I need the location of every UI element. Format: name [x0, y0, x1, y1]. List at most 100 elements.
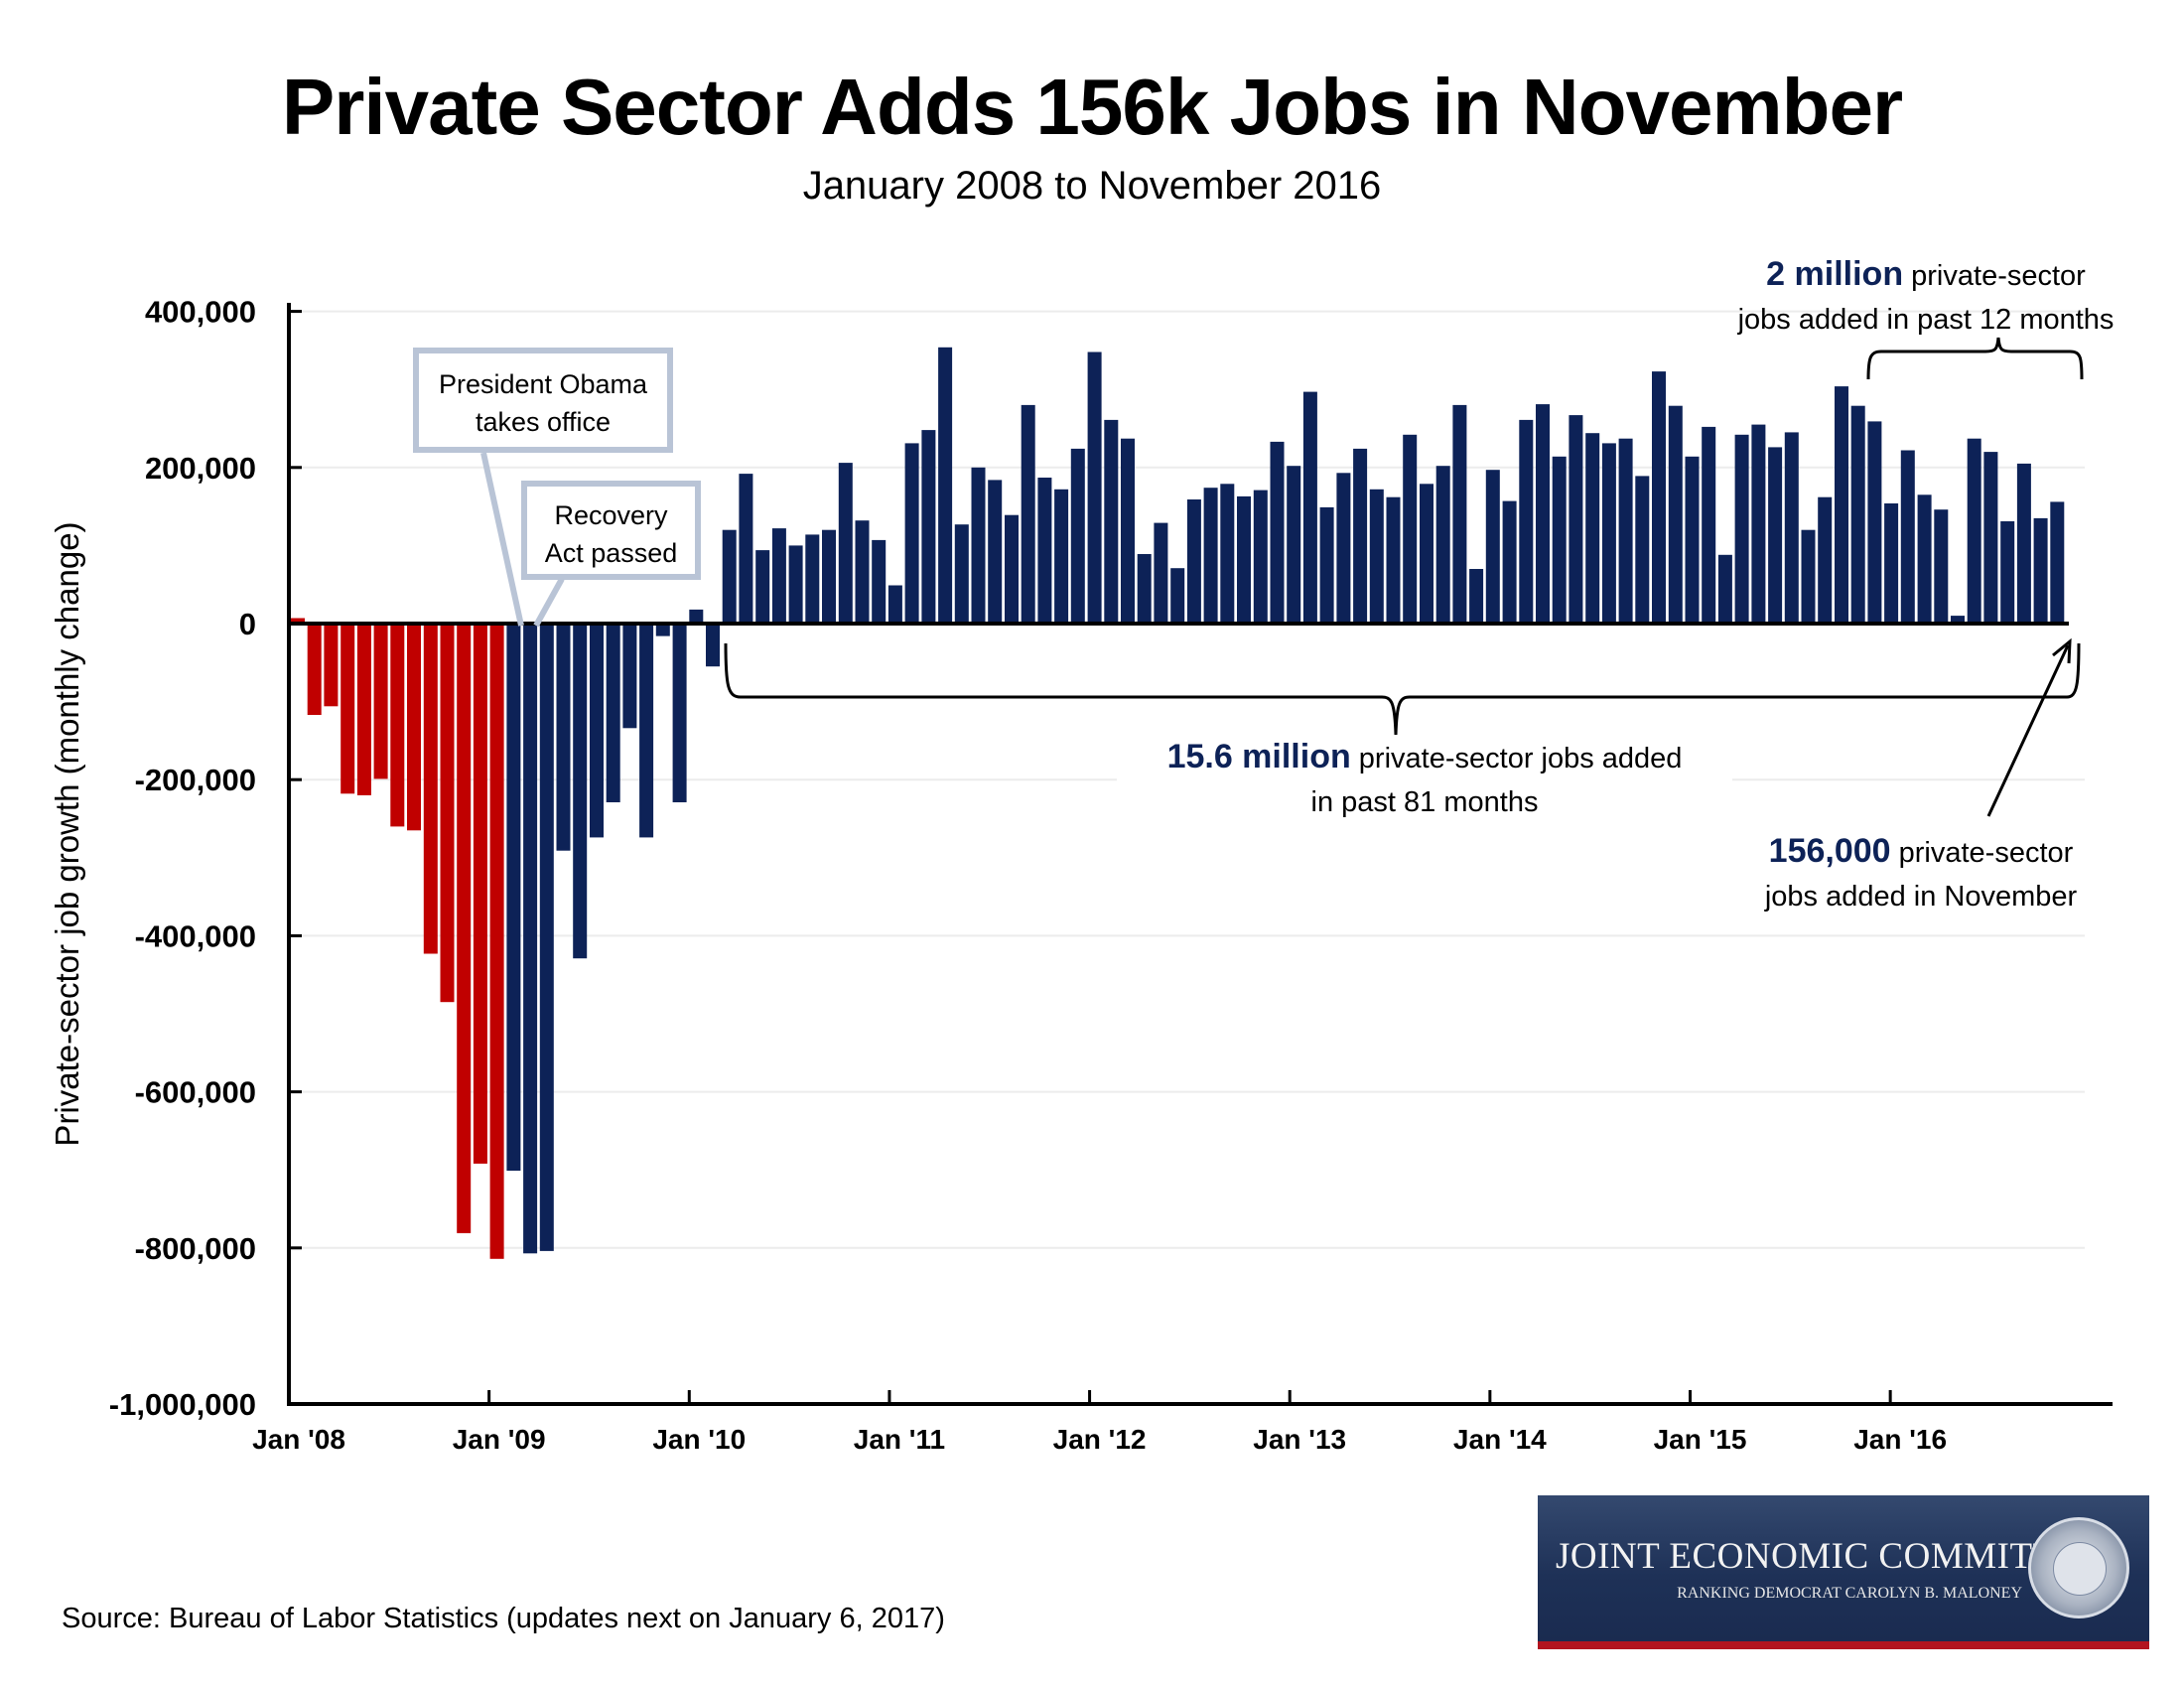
- obama-callout: President Obama takes office: [413, 348, 673, 453]
- bar: [1353, 448, 1368, 624]
- twelve-month-annotation: 2 million private-sector jobs added in p…: [1722, 252, 2129, 342]
- bar: [1917, 494, 1932, 624]
- bar: [1137, 554, 1152, 624]
- x-tick-label: Jan '12: [1053, 1424, 1147, 1455]
- bar: [1951, 616, 1965, 624]
- bar: [1104, 419, 1119, 624]
- bar: [1835, 386, 1848, 624]
- bar: [1170, 568, 1185, 624]
- bar: [373, 624, 388, 779]
- x-tick-label: Jan '11: [854, 1424, 945, 1455]
- chart-subtitle: January 2008 to November 2016: [802, 164, 1382, 208]
- twelve-month-brace: [1866, 337, 2084, 380]
- eighty-one-month-highlight: 15.6 million: [1166, 738, 1351, 775]
- callout-leader-lines: [480, 452, 565, 628]
- eighty-one-month-text: private-sector jobs added: [1350, 743, 1683, 774]
- bar: [573, 624, 588, 959]
- bar: [1154, 522, 1168, 624]
- bar: [1569, 415, 1583, 624]
- x-tick-label: Jan '09: [453, 1424, 546, 1455]
- bar: [2000, 521, 2015, 624]
- bar: [988, 480, 1003, 624]
- november-text: private-sector: [1890, 837, 2074, 869]
- y-tick-label: -600,000: [135, 1075, 256, 1110]
- bar: [1668, 405, 1683, 624]
- bar: [1884, 503, 1899, 624]
- bar: [1469, 569, 1484, 624]
- bar: [1967, 438, 1981, 624]
- bar: [341, 624, 355, 794]
- x-tick-labels: Jan '08 Jan '09 Jan '10 Jan '11 Jan '12 Jan '…: [252, 1424, 1947, 1455]
- bar: [1386, 496, 1401, 624]
- bar: [2033, 517, 2048, 624]
- bar: [622, 624, 637, 729]
- bar: [904, 443, 919, 624]
- bar: [457, 624, 472, 1233]
- bar: [1818, 496, 1833, 624]
- bar: [407, 624, 421, 831]
- bar: [2016, 463, 2031, 624]
- bar: [921, 430, 936, 624]
- november-line2: jobs added in November: [1764, 881, 2078, 913]
- bar: [1850, 405, 1865, 624]
- bar: [1519, 419, 1534, 624]
- bar: [390, 624, 405, 827]
- bar: [1270, 441, 1285, 624]
- bar: [506, 624, 521, 1171]
- bar: [838, 463, 853, 624]
- bar: [655, 624, 670, 636]
- bar: [1021, 404, 1035, 624]
- bar: [1751, 424, 1766, 624]
- twelve-month-highlight: 2 million: [1766, 255, 1904, 293]
- y-tick-labels: 400,000 200,000 0 -200,000 -400,000 -600,000 -…: [109, 295, 256, 1422]
- november-highlight: 156,000: [1768, 832, 1891, 870]
- bar: [1983, 452, 1998, 624]
- y-tick-label: -400,000: [135, 918, 256, 953]
- source-note: Source: Bureau of Labor Statistics (upda…: [62, 1603, 945, 1634]
- y-tick-label: -200,000: [135, 763, 256, 797]
- bar: [1319, 506, 1334, 624]
- bar: [1037, 478, 1052, 624]
- bar: [1054, 489, 1069, 624]
- bar: [1420, 484, 1433, 624]
- y-tick-label: -800,000: [135, 1231, 256, 1266]
- bar: [1485, 470, 1500, 624]
- bar: [639, 624, 654, 838]
- bar: [1186, 499, 1201, 624]
- obama-callout-line1: President Obama: [438, 369, 648, 399]
- eighty-one-month-brace: [724, 642, 2081, 736]
- chart-title: Private Sector Adds 156k Jobs in Novembe…: [281, 63, 1903, 151]
- bar: [1369, 489, 1384, 624]
- y-tick-label: 200,000: [145, 451, 256, 486]
- bar: [291, 618, 305, 624]
- bar: [324, 624, 339, 707]
- x-tick-label: Jan '16: [1853, 1424, 1947, 1455]
- bar: [1900, 450, 1915, 624]
- obama-callout-line2: takes office: [475, 407, 612, 437]
- bar: [755, 550, 770, 624]
- bar: [1302, 391, 1317, 624]
- bars: [291, 347, 2065, 1259]
- axes: [287, 303, 2113, 1406]
- bar: [722, 529, 737, 624]
- bar: [539, 624, 554, 1251]
- congress-seal-icon: [2028, 1517, 2129, 1618]
- bar: [1253, 490, 1268, 624]
- bar: [971, 467, 986, 624]
- bar: [1801, 529, 1816, 624]
- bar: [1685, 456, 1700, 624]
- bar: [1452, 404, 1467, 624]
- bar: [1087, 352, 1102, 624]
- bar: [706, 624, 720, 667]
- bar: [590, 624, 604, 838]
- bar: [356, 624, 371, 795]
- bar: [1618, 438, 1633, 624]
- november-arrow: [1986, 637, 2072, 817]
- bar: [1287, 466, 1301, 624]
- y-tick-label: 400,000: [145, 295, 256, 330]
- recovery-callout-line1: Recovery: [554, 500, 668, 530]
- bar: [473, 624, 487, 1164]
- bar: [1652, 371, 1666, 624]
- bar: [1121, 438, 1135, 624]
